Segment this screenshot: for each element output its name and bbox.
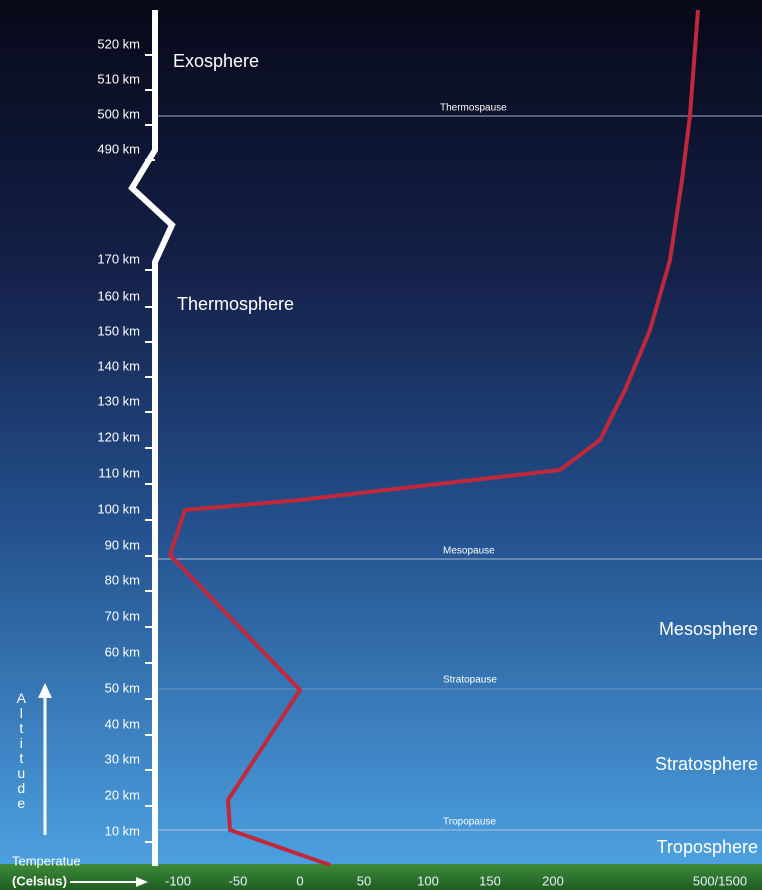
altitude-label: 30 km xyxy=(105,751,140,766)
pause-label: Thermospause xyxy=(440,103,507,114)
altitude-label: 150 km xyxy=(97,323,140,338)
altitude-label: 510 km xyxy=(97,71,140,86)
pause-lines xyxy=(155,115,762,831)
altitude-label: 70 km xyxy=(105,608,140,623)
temperature-tick: 0 xyxy=(296,873,303,888)
altitude-label: 10 km xyxy=(105,823,140,838)
altitude-label: 170 km xyxy=(97,251,140,266)
pause-label: Stratopause xyxy=(443,675,497,686)
altitude-label: 120 km xyxy=(97,429,140,444)
altitude-label: 130 km xyxy=(97,393,140,408)
altitude-arrowhead xyxy=(38,683,52,698)
altitude-label: 90 km xyxy=(105,537,140,552)
altitude-axis xyxy=(128,10,176,866)
temperature-tick: -50 xyxy=(229,873,248,888)
temperature-arrowhead xyxy=(136,877,148,887)
altitude-label: 60 km xyxy=(105,644,140,659)
altitude-label: 20 km xyxy=(105,787,140,802)
temperature-tick: 100 xyxy=(417,873,439,888)
temperature-label: (Celsius) xyxy=(12,873,67,888)
altitude-label: 40 km xyxy=(105,716,140,731)
altitude-label: 80 km xyxy=(105,572,140,587)
ground xyxy=(0,864,762,890)
altitude-axis-label: Altitude xyxy=(13,690,29,810)
pause-label: Mesopause xyxy=(443,546,495,557)
temperature-tick: -100 xyxy=(165,873,191,888)
altitude-label: 140 km xyxy=(97,358,140,373)
layer-label: Mesosphere xyxy=(659,619,758,639)
temperature-label: Temperatue xyxy=(12,853,81,868)
altitude-label: 50 km xyxy=(105,680,140,695)
layer-label: Troposphere xyxy=(657,837,758,857)
layer-label: Exosphere xyxy=(173,51,259,71)
altitude-label: 110 km xyxy=(98,465,140,480)
altitude-label: 160 km xyxy=(97,288,140,303)
temperature-tick: 200 xyxy=(542,873,564,888)
altitude-label: 490 km xyxy=(97,141,140,156)
temperature-curve xyxy=(168,9,700,867)
altitude-label: 500 km xyxy=(97,106,140,121)
altitude-label: 520 km xyxy=(97,36,140,51)
temperature-tick: 150 xyxy=(479,873,501,888)
temperature-tick: 50 xyxy=(357,873,371,888)
temperature-tick: 500/1500 xyxy=(693,873,747,888)
altitude-label: 100 km xyxy=(97,501,140,516)
layer-label: Thermosphere xyxy=(177,294,294,314)
layer-label: Stratosphere xyxy=(655,754,758,774)
pause-label: Tropopause xyxy=(443,817,496,828)
